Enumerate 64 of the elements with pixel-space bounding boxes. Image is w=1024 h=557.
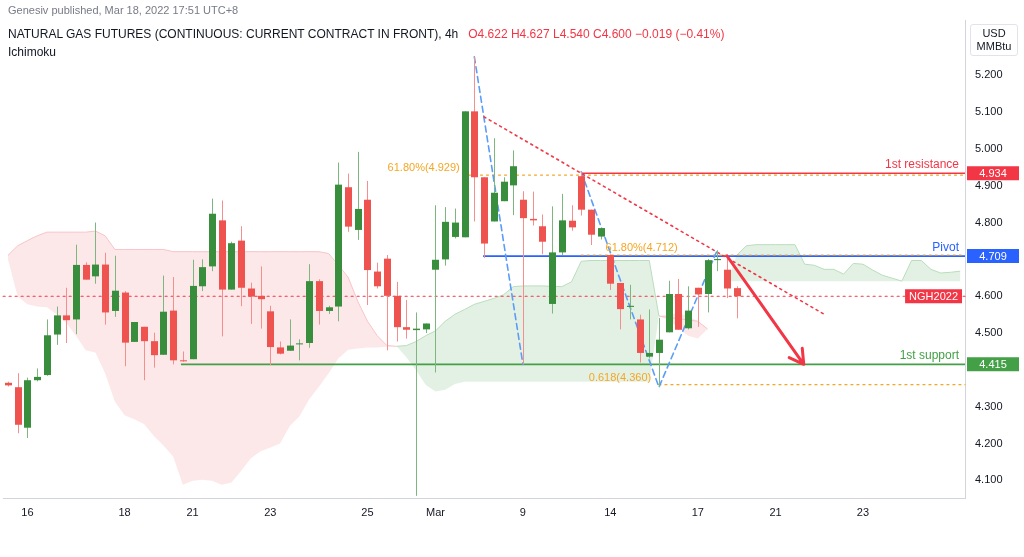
candlestick	[432, 204, 439, 373]
text: NATURAL GAS FUTURES (CONTINUOUS: CURRENT CONTRACT IN FRONT), 4h	[8, 27, 459, 41]
y-tick-label: 4.600	[975, 289, 1003, 302]
ref-line-label: 1st resistance	[884, 157, 960, 172]
candlestick	[199, 258, 206, 292]
candlestick	[54, 306, 61, 346]
candlestick	[248, 282, 255, 325]
candlestick	[131, 321, 138, 343]
candlestick	[151, 332, 158, 369]
y-tick-label: 5.100	[975, 105, 1003, 118]
x-tick-label: 14	[604, 506, 617, 519]
candlestick	[287, 318, 294, 352]
x-tick-label: 23	[264, 506, 277, 519]
candlestick	[403, 299, 410, 340]
y-tick-label: 4.500	[975, 326, 1003, 339]
candlestick	[695, 287, 702, 328]
x-tick-label: 21	[769, 506, 782, 519]
x-tick-label: 9	[519, 506, 526, 519]
y-tick-label: 4.800	[975, 215, 1003, 228]
x-tick-label: Mar	[426, 506, 446, 519]
candlestick	[180, 350, 187, 363]
candlestick	[374, 262, 381, 289]
candlestick	[646, 308, 653, 359]
candlestick	[734, 285, 741, 319]
y-tick-label: 4.300	[975, 399, 1003, 412]
annotation: Ichimoku	[8, 45, 57, 59]
y-tick-label: 4.100	[975, 473, 1003, 486]
candlestick	[520, 190, 527, 365]
ref-line-label: 61.80%(4.712)	[605, 240, 678, 253]
x-tick-label: 17	[691, 506, 704, 519]
ref-line-label: 1st support	[899, 348, 960, 363]
ref-line-label: NGH2022	[909, 289, 958, 302]
candlestick	[452, 208, 459, 239]
text: 4.934	[979, 166, 1007, 179]
x-tick-label: 25	[361, 506, 374, 519]
candlestick	[569, 204, 576, 232]
text: O4.622 H4.627 L4.540 C4.600 −0.019 (−0.41%)	[468, 27, 725, 41]
y-axis-title: USD MMBtu	[970, 24, 1018, 56]
x-tick-label: 18	[118, 506, 131, 519]
y-tick-label: 4.900	[975, 178, 1003, 191]
y-tick-label: 5.000	[975, 141, 1003, 154]
y-tick-label: 5.200	[975, 68, 1003, 81]
x-tick-label: 16	[21, 506, 34, 519]
x-tick-label: 21	[186, 506, 199, 519]
text: 4.709	[979, 249, 1007, 262]
candlestick	[92, 222, 99, 285]
ref-line-label: 61.80%(4.929)	[387, 161, 460, 174]
candlestick	[355, 151, 362, 241]
candlestick	[510, 149, 517, 216]
candlestick	[258, 265, 265, 330]
text: Genesiv published, Mar 18, 2022 17:51 UTC+8	[8, 3, 239, 17]
candlestick	[724, 253, 731, 299]
candlestick	[112, 255, 119, 318]
x-tick-label: 23	[856, 506, 870, 519]
candlestick	[685, 285, 692, 330]
candlestick	[296, 338, 303, 361]
ref-line-label: 0.618(4.360)	[588, 370, 652, 383]
y-tick-label: 4.200	[975, 436, 1003, 449]
candlestick	[656, 317, 663, 388]
candlestick	[63, 287, 70, 344]
text: 4.415	[979, 357, 1007, 370]
ref-line-label: Pivot	[932, 240, 960, 255]
candlestick	[539, 213, 546, 255]
candlestick	[141, 326, 148, 381]
